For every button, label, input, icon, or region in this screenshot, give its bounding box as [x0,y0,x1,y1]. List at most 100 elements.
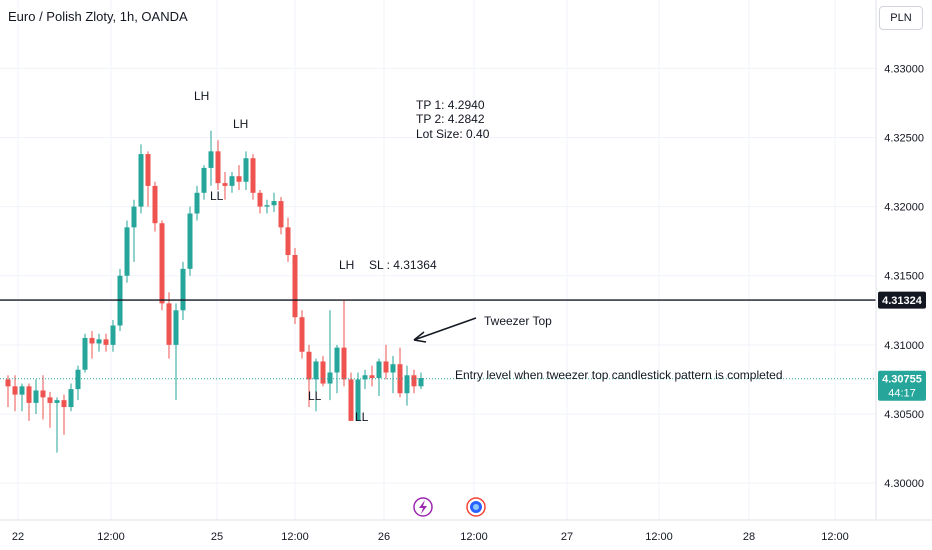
candle [54,397,60,453]
candle-body [82,337,88,370]
candle [418,372,424,390]
candle [110,319,116,352]
candle [348,372,354,421]
candle [145,151,151,207]
candle-body [152,185,158,224]
candle [215,140,221,191]
candle [362,369,368,390]
candle-body [33,390,39,403]
candle [61,394,67,435]
chart-title: Euro / Polish Zloty, 1h, OANDA [8,9,188,24]
candle-body [166,303,172,345]
candle-body [68,389,74,408]
candle [285,217,291,262]
candle [89,331,95,359]
annotation-lh-2[interactable]: LH [233,117,248,131]
candle [166,292,172,359]
candle-body [145,154,151,186]
candle-body [201,167,207,193]
candle [47,391,53,428]
candle [271,192,277,213]
candle-body [313,361,319,380]
annotation-ll-3[interactable]: LL [355,410,369,424]
annotation-lot-size[interactable]: Lot Size: 0.40 [416,127,490,141]
candle-body [264,205,270,207]
candle-body [187,213,193,269]
candle [369,365,375,387]
candle [187,206,193,276]
candle-body [75,369,81,390]
price-axis[interactable]: 4.33000 4.32500 4.32000 4.31500 4.31000 4.305… [884,63,924,490]
candle [194,185,200,221]
lightning-icon[interactable] [413,497,433,517]
candle [222,172,228,200]
candle-body [124,227,130,276]
candle [411,369,417,394]
annotation-tp2[interactable]: TP 2: 4.2842 [416,112,485,126]
candle-body [271,201,277,206]
candle-body [383,361,389,373]
candle-body [355,379,361,421]
candle-body [236,176,242,182]
candle-body [26,386,32,403]
candle-body [54,400,60,403]
candle [334,344,340,394]
annotation-ll-2[interactable]: LL [308,389,322,403]
svg-text:4.31324: 4.31324 [882,295,923,307]
candle [397,347,403,398]
x-tick-label: 28 [743,531,755,543]
x-tick-label: 12:00 [645,531,673,543]
candle-body [397,364,403,394]
y-tick-label: 4.31000 [884,340,924,352]
candle-body [47,397,53,403]
candle-body [404,375,410,394]
flag-icon[interactable] [466,497,486,517]
candle [33,379,39,414]
candle [229,172,235,193]
candle-body [103,339,109,345]
y-tick-label: 4.33000 [884,63,924,75]
annotation-lh-1[interactable]: LH [194,89,209,103]
candle [292,248,298,325]
candle-body [257,192,263,207]
candle [264,199,270,214]
y-tick-label: 4.32500 [884,133,924,145]
x-tick-label: 12:00 [460,531,488,543]
svg-text:44:17: 44:17 [888,388,916,400]
annotation-sl[interactable]: SL : 4.31364 [369,258,437,272]
candle-body [110,325,116,345]
candle-body [418,378,424,387]
candle [376,358,382,396]
svg-text:4.30755: 4.30755 [882,374,922,386]
annotation-lh-3[interactable]: LH [339,258,354,272]
y-tick-label: 4.31500 [884,271,924,283]
annotation-entry-note[interactable]: Entry level when tweezer top candlestick… [455,368,783,382]
x-tick-label: 22 [12,531,24,543]
candle [320,355,326,387]
x-tick-label: 12:00 [281,531,309,543]
annotation-tweezer-top[interactable]: Tweezer Top [484,314,552,328]
annotation-tp1[interactable]: TP 1: 4.2940 [416,98,485,112]
candle-body [5,379,11,387]
candle [5,375,11,408]
candle-body [215,151,221,184]
currency-button[interactable]: PLN [879,6,923,30]
candle-body [61,400,67,408]
x-tick-label: 27 [561,531,573,543]
tweezer-arrow[interactable] [413,317,477,343]
candle-body [131,206,137,228]
candle [68,383,74,412]
candle-body [334,347,340,373]
candle-body [229,176,235,186]
candle-body [327,372,333,384]
candle-body [390,364,396,373]
candle [180,261,186,320]
x-tick-label: 25 [211,531,223,543]
candle-body [369,375,375,379]
time-axis[interactable]: 22 12:00 25 12:00 26 12:00 27 12:00 28 12:00 [12,531,849,543]
annotation-ll-1[interactable]: LL [210,189,224,203]
candle-body [89,337,95,344]
candle [82,333,88,373]
candle [173,303,179,401]
